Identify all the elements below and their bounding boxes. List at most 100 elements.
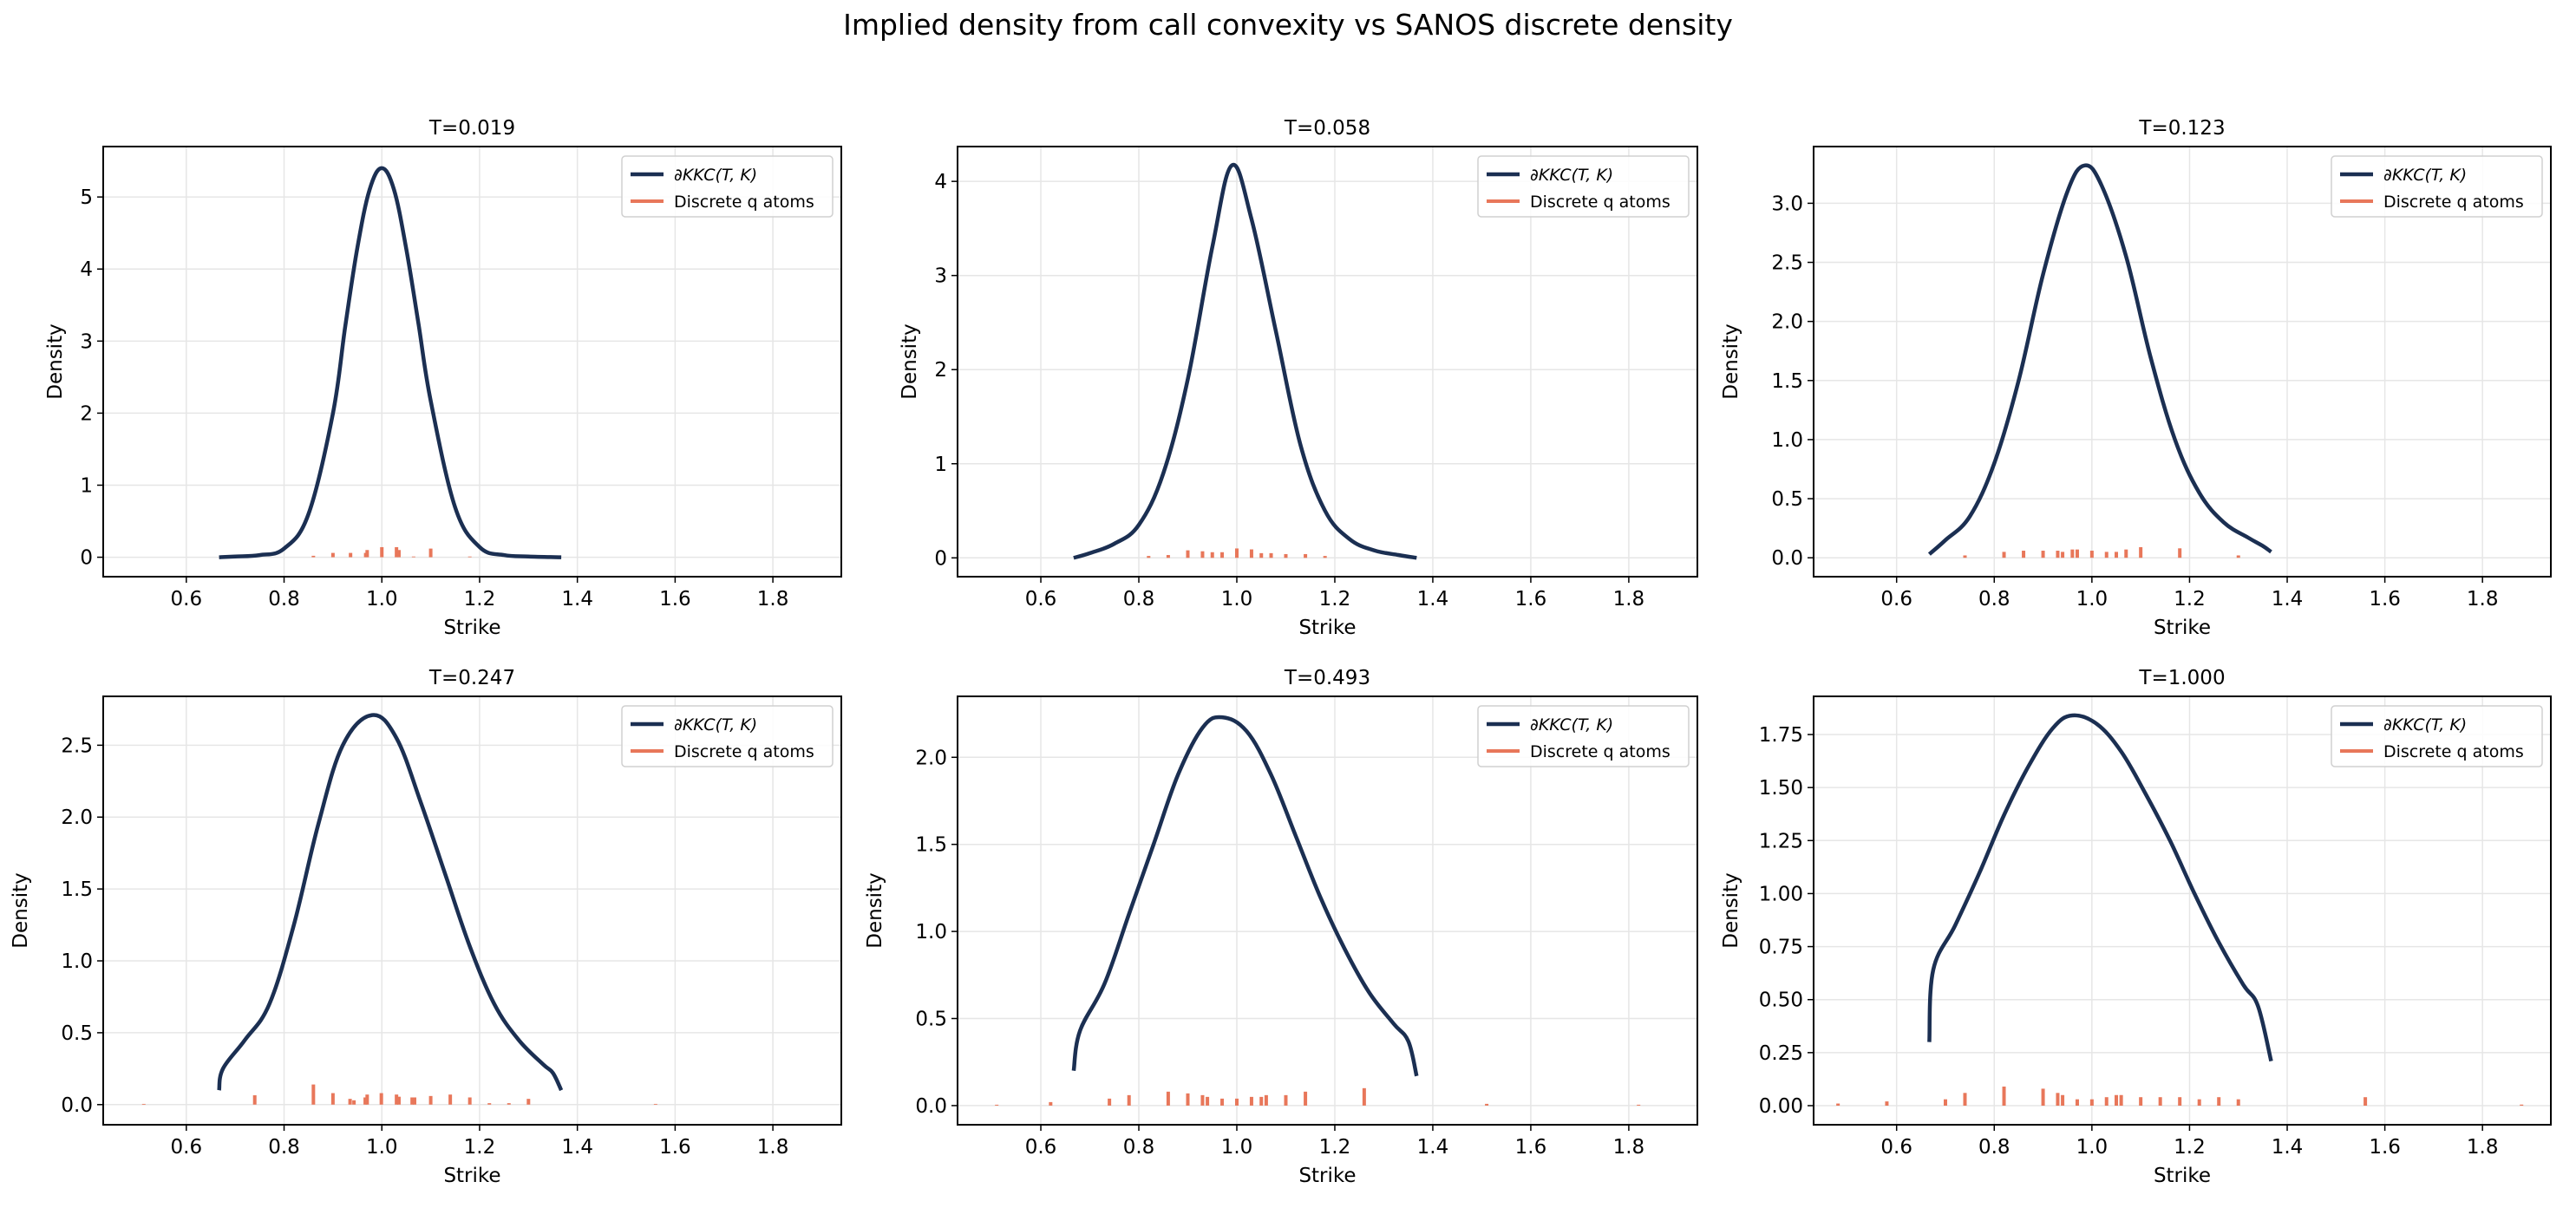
y-tick-label: 3 <box>934 265 947 288</box>
axes-frame <box>957 146 1698 578</box>
density-curve <box>1927 713 2273 1062</box>
legend-box <box>1477 155 1690 218</box>
x-tick-label: 1.8 <box>1613 588 1645 610</box>
y-tick-label: 2.0 <box>61 806 93 829</box>
y-tick-label: 2 <box>80 402 93 425</box>
x-axis-label: Strike <box>443 1165 500 1187</box>
x-tick-label: 1.0 <box>366 1136 398 1159</box>
y-tick-label: 4 <box>80 258 93 281</box>
y-tick-label: 5 <box>80 186 93 209</box>
y-axis-label: Density <box>44 323 67 399</box>
y-tick-label: 0.5 <box>915 1009 947 1031</box>
density-curve <box>217 713 564 1092</box>
y-tick-label: 1.5 <box>61 878 93 901</box>
x-axis-label: Strike <box>2154 1165 2211 1187</box>
subplot-title: T=0.247 <box>428 667 515 689</box>
x-tick-label: 1.6 <box>2369 588 2401 610</box>
y-tick-label: 1.0 <box>915 921 947 944</box>
x-tick-label: 1.0 <box>366 588 398 610</box>
y-tick-label: 1 <box>934 454 947 476</box>
legend: ∂KKC(T, K) Discrete q atoms <box>2331 705 2543 767</box>
density-curve <box>219 166 562 559</box>
x-tick-label: 0.6 <box>1025 588 1057 610</box>
figure-title: Implied density from call convexity vs S… <box>843 8 1733 42</box>
y-tick-label: 0.75 <box>1759 937 1803 959</box>
subplot-5: 0.6 0.8 1.0 1.2 1.4 1.6 1.8 0.0 0.5 1.0 1.5 2.0 T=0.… <box>864 667 1698 1187</box>
x-tick-label: 1.2 <box>1319 588 1351 610</box>
x-tick-label: 1.2 <box>2174 1136 2206 1159</box>
x-tick-label: 1.8 <box>2467 1136 2499 1159</box>
legend-atoms-label: Discrete q atoms <box>1530 193 1670 212</box>
legend-box <box>621 155 834 218</box>
y-tick-label: 1.5 <box>1771 370 1803 393</box>
x-tick-label: 1.0 <box>1221 588 1253 610</box>
x-tick-label: 1.0 <box>2076 588 2109 610</box>
x-tick-label: 1.6 <box>659 1136 691 1159</box>
subplot-title: T=0.123 <box>2138 117 2225 140</box>
legend-atoms-label: Discrete q atoms <box>674 193 814 212</box>
y-axis-label: Density <box>10 872 32 948</box>
y-tick-label: 0 <box>934 547 947 570</box>
subplot-1: 0.6 0.8 1.0 1.2 1.4 1.6 1.8 0 1 2 3 4 5 T=0.019 Strike… <box>44 117 842 639</box>
x-tick-label: 1.4 <box>561 1136 593 1159</box>
legend: ∂KKC(T, K) Discrete q atoms <box>1477 705 1690 767</box>
y-tick-label: 0.5 <box>61 1022 93 1045</box>
y-tick-label: 2 <box>934 359 947 382</box>
legend-atoms-label: Discrete q atoms <box>1530 742 1670 761</box>
y-tick-label: 1.5 <box>915 834 947 857</box>
x-tick-label: 0.6 <box>1880 1136 1912 1159</box>
subplot-6: 0.6 0.8 1.0 1.2 1.4 1.6 1.8 0.00 0.25 0.50 0.75 1.0… <box>1720 667 2552 1187</box>
x-tick-label: 0.6 <box>1880 588 1912 610</box>
x-axis-label: Strike <box>443 617 500 639</box>
x-tick-label: 1.6 <box>659 588 691 610</box>
y-tick-label: 1.0 <box>1771 429 1803 452</box>
legend: ∂KKC(T, K) Discrete q atoms <box>621 155 834 218</box>
legend: ∂KKC(T, K) Discrete q atoms <box>1477 155 1690 218</box>
x-tick-label: 1.8 <box>1613 1136 1645 1159</box>
legend-curve-label: ∂KKC(T, K) <box>674 715 757 735</box>
legend-curve-label: ∂KKC(T, K) <box>1530 166 1613 185</box>
legend-curve-label: ∂KKC(T, K) <box>2383 166 2467 185</box>
legend-curve-label: ∂KKC(T, K) <box>674 166 757 185</box>
y-tick-label: 0.25 <box>1759 1042 1803 1065</box>
x-tick-label: 1.0 <box>1221 1136 1253 1159</box>
y-tick-label: 3 <box>80 330 93 353</box>
y-tick-label: 4 <box>934 171 947 193</box>
x-tick-label: 1.2 <box>464 1136 496 1159</box>
y-tick-label: 0.50 <box>1759 989 1803 1012</box>
y-axis-label: Density <box>899 323 921 399</box>
x-axis-label: Strike <box>2154 617 2211 639</box>
legend-box <box>621 705 834 767</box>
axes-frame <box>1813 146 2552 578</box>
y-tick-label: 3.0 <box>1771 193 1803 215</box>
x-tick-label: 1.4 <box>2272 1136 2304 1159</box>
legend-box <box>1477 705 1690 767</box>
x-tick-label: 1.8 <box>757 588 789 610</box>
y-tick-label: 1.25 <box>1759 830 1803 852</box>
x-tick-label: 1.2 <box>2174 588 2206 610</box>
legend-box <box>2331 155 2543 218</box>
y-tick-label: 2.5 <box>61 735 93 757</box>
y-tick-label: 1 <box>80 474 93 497</box>
x-tick-label: 0.6 <box>1025 1136 1057 1159</box>
legend-box <box>2331 705 2543 767</box>
subplot-title: T=0.493 <box>1284 667 1370 689</box>
y-tick-label: 1.0 <box>61 950 93 973</box>
subplot-2: 0.6 0.8 1.0 1.2 1.4 1.6 1.8 0 1 2 3 4 T=0.058 Strike D… <box>899 117 1698 639</box>
y-tick-label: 2.5 <box>1771 252 1803 275</box>
axes-frame <box>102 695 842 1126</box>
y-tick-label: 0.0 <box>1771 547 1803 570</box>
x-tick-label: 0.8 <box>1978 588 2010 610</box>
legend: ∂KKC(T, K) Discrete q atoms <box>621 705 834 767</box>
x-tick-label: 1.4 <box>1417 588 1449 610</box>
legend-curve-label: ∂KKC(T, K) <box>2383 715 2467 735</box>
x-tick-label: 0.8 <box>1123 588 1155 610</box>
axes-frame <box>102 146 842 578</box>
y-tick-label: 0.00 <box>1759 1095 1803 1118</box>
density-curve <box>1071 715 1419 1077</box>
subplot-title: T=0.058 <box>1284 117 1370 140</box>
y-axis-label: Density <box>864 872 886 948</box>
legend: ∂KKC(T, K) Discrete q atoms <box>2331 155 2543 218</box>
legend-atoms-label: Discrete q atoms <box>2383 742 2524 761</box>
